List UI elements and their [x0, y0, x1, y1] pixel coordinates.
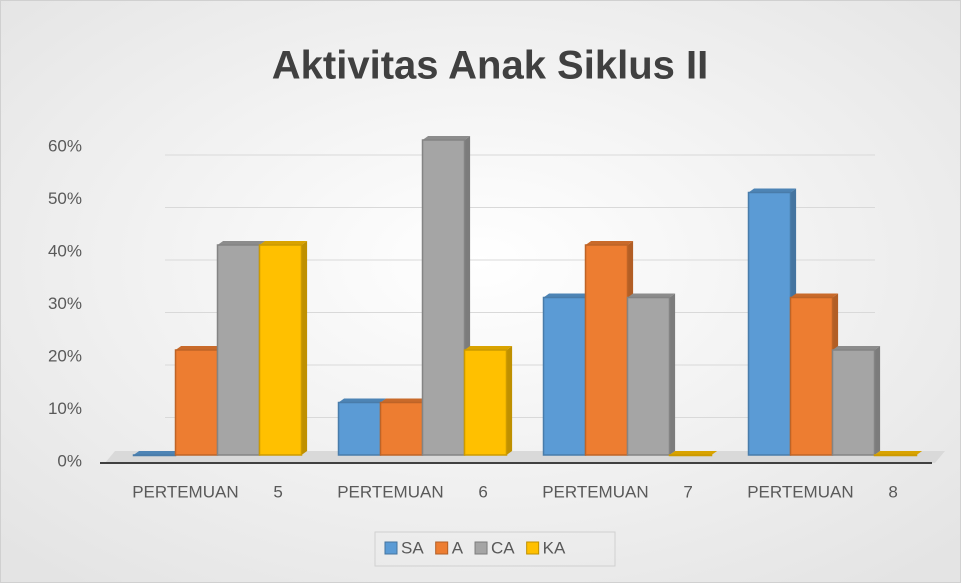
bar-top [338, 398, 387, 403]
bar [463, 349, 508, 456]
bar [789, 296, 834, 456]
bar [626, 296, 671, 456]
bar-side [669, 293, 676, 455]
x-tick-label: PERTEMUAN 6 [337, 482, 488, 501]
legend-label: SA [401, 538, 424, 557]
bar-side [874, 346, 881, 455]
y-tick-label: 30% [48, 294, 82, 313]
legend-swatch [384, 541, 398, 555]
bar-top [790, 293, 839, 298]
bar [379, 401, 424, 456]
bar-top [422, 136, 471, 140]
bar-top [748, 188, 797, 193]
legend-label: CA [491, 538, 515, 557]
bar-top [874, 451, 923, 455]
bar [747, 191, 792, 456]
bar-top [543, 293, 592, 298]
bar [258, 244, 303, 456]
x-tick-label: PERTEMUAN 8 [747, 482, 898, 501]
y-tick-label: 0% [57, 451, 82, 470]
bar [873, 454, 918, 457]
y-tick-label: 60% [48, 136, 82, 155]
bar [132, 454, 177, 457]
y-tick-label: 40% [48, 241, 82, 260]
bar-top [217, 241, 266, 245]
bar [542, 296, 587, 456]
bar-top [464, 346, 513, 350]
bar-top [627, 293, 676, 298]
y-tick-label: 20% [48, 346, 82, 365]
floor [105, 451, 945, 463]
legend-swatch [435, 541, 449, 555]
bar-top [832, 346, 881, 350]
bar [421, 139, 466, 456]
x-tick-label: PERTEMUAN 5 [132, 482, 283, 501]
chart-title: Aktivitas Anak Siklus II [272, 44, 708, 88]
bar-top [175, 346, 224, 350]
bar-top [669, 451, 718, 455]
bar-top [380, 398, 429, 403]
legend-label: KA [543, 538, 566, 557]
bar-side [506, 346, 513, 455]
bar-top [585, 241, 634, 245]
x-tick-label: PERTEMUAN 7 [542, 482, 693, 501]
bar [174, 349, 219, 456]
bar [584, 244, 629, 456]
bar [831, 349, 876, 456]
bar-top [259, 241, 308, 245]
legend-box [374, 531, 616, 567]
bar-side [301, 241, 308, 455]
y-tick-label: 50% [48, 189, 82, 208]
y-tick-label: 10% [48, 399, 82, 418]
legend-swatch [526, 541, 540, 555]
bar-top [133, 451, 182, 455]
bar [337, 401, 382, 456]
legend-swatch [474, 541, 488, 555]
legend: SA A CA KA [374, 531, 616, 567]
bar [216, 244, 261, 456]
legend-label: A [452, 538, 464, 557]
bar [668, 454, 713, 457]
